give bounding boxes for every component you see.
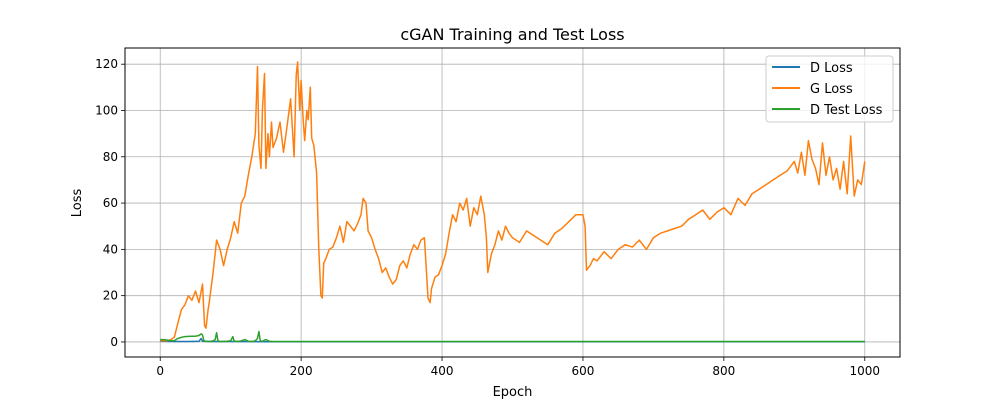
legend: D Loss G Loss D Test Loss bbox=[765, 55, 894, 123]
series-line-g-loss bbox=[160, 61, 866, 342]
x-tick-label: 200 bbox=[290, 364, 313, 378]
x-tick-label: 0 bbox=[156, 364, 164, 378]
series-line-d-test-loss bbox=[160, 330, 865, 343]
legend-label-d-test-loss: D Test Loss bbox=[810, 103, 883, 118]
legend-label-g-loss: G Loss bbox=[810, 82, 853, 97]
y-axis-label: Loss bbox=[70, 189, 85, 218]
y-tick-label: 20 bbox=[103, 289, 118, 303]
y-tick-label: 0 bbox=[110, 335, 118, 349]
x-tick-label: 1000 bbox=[849, 364, 880, 378]
x-tick-label: 400 bbox=[431, 364, 454, 378]
x-tick-label: 800 bbox=[712, 364, 735, 378]
x-axis-label: Epoch bbox=[493, 385, 533, 400]
plot-frame bbox=[124, 47, 901, 358]
y-tick-label: 60 bbox=[103, 196, 118, 210]
series-lines bbox=[160, 61, 866, 343]
y-tick-label: 80 bbox=[103, 150, 118, 164]
axis-ticks: 0 200 400 600 800 1000 0 20 40 60 80 100 120 bbox=[95, 57, 880, 378]
legend-label-d-loss: D Loss bbox=[810, 61, 853, 76]
y-tick-label: 100 bbox=[95, 103, 118, 117]
y-tick-label: 120 bbox=[95, 57, 118, 71]
x-tick-label: 600 bbox=[572, 364, 595, 378]
y-tick-label: 40 bbox=[103, 242, 118, 256]
legend-box bbox=[765, 55, 894, 123]
chart-title: cGAN Training and Test Loss bbox=[400, 25, 624, 44]
